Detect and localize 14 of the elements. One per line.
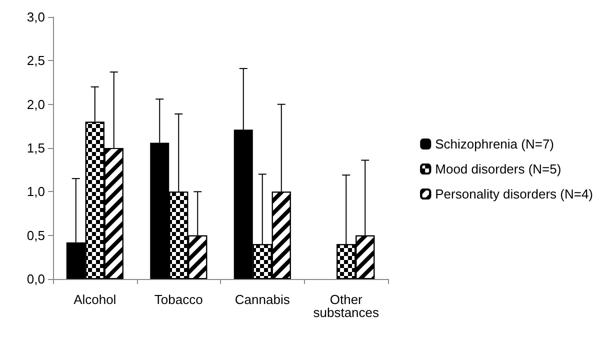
legend-label: Schizophrenia (N=7) [435,136,554,152]
y-tick-label: 2,0 [26,96,45,112]
x-tick-label: Alcohol [74,292,116,307]
legend-label: Mood disorders (N=5) [435,162,562,176]
x-tick-label: Cannabis [234,292,290,307]
x-tick-label: Other substances [313,292,380,320]
legend-label: Personality disorders (N=4) [435,186,594,202]
x-tick-label: Tobacco [154,292,203,307]
y-tick-label: 3,0 [26,10,45,24]
y-tick-label: 0,5 [26,228,45,243]
y-tick-label: 1,5 [26,140,45,156]
y-tick-label: 1,0 [26,184,45,200]
y-tick-label: 0,0 [26,272,45,286]
y-tick-label: 2,5 [26,53,45,68]
